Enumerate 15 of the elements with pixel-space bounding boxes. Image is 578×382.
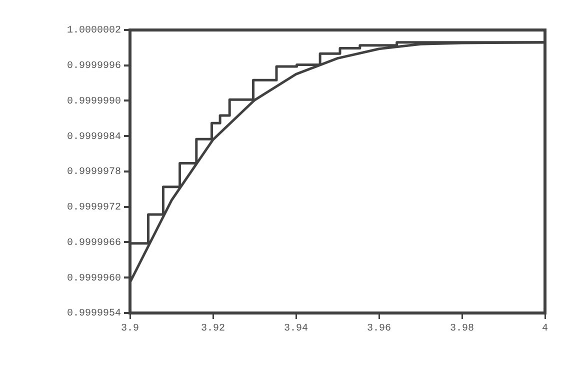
x-tick-label: 3.96 [366,324,392,335]
x-tick-label: 3.94 [284,324,308,335]
y-tick-label: 0.9999978 [66,167,121,178]
y-tick-label: 0.9999984 [66,132,121,143]
y-tick-label: 0.9999996 [66,61,121,72]
y-tick-label: 0.9999966 [66,238,121,249]
x-tick-label: 3.98 [450,324,474,335]
y-tick-label: 0.9999972 [66,202,121,214]
y-tick-label: 1.0000002 [66,26,121,37]
y-tick-label: 0.9999960 [66,273,121,284]
y-tick-label: 0.9999954 [66,308,121,320]
y-tick-label: 0.9999990 [66,96,121,108]
x-tick-label: 4 [542,324,548,335]
x-tick-label: 3.92 [200,324,226,335]
x-tick-label: 3.9 [120,324,140,335]
